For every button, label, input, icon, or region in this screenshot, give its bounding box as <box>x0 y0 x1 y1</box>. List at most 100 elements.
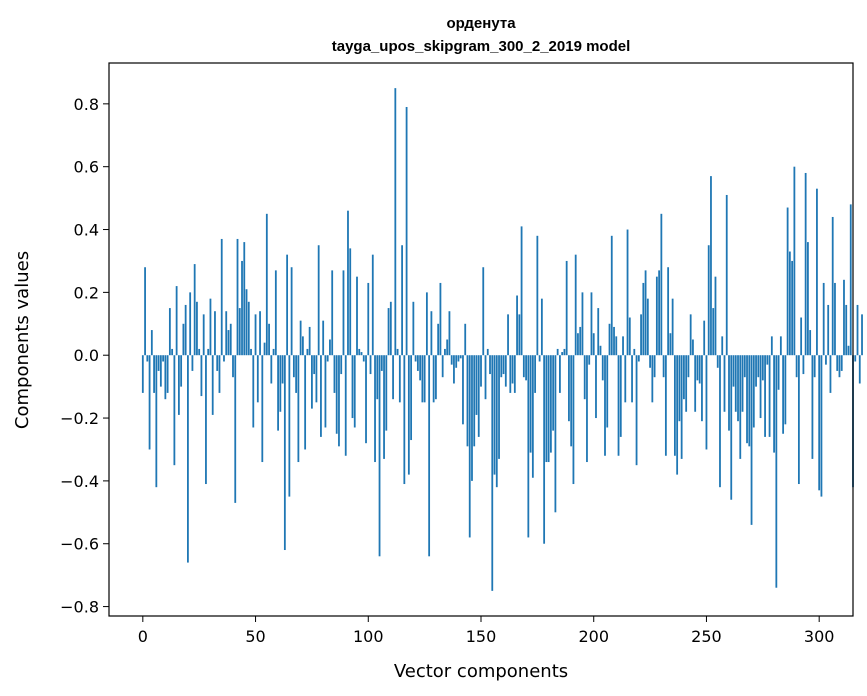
bar-281 <box>775 355 778 588</box>
bar-182 <box>552 355 555 431</box>
bar-89 <box>342 270 345 356</box>
bar-84 <box>331 270 334 356</box>
bar-222 <box>642 282 645 356</box>
bar-65 <box>288 355 291 497</box>
bar-299 <box>816 188 818 356</box>
bar-19 <box>184 304 187 356</box>
bar-33 <box>216 355 219 371</box>
bar-120 <box>412 301 415 356</box>
bar-12 <box>168 308 171 356</box>
bar-138 <box>453 355 455 384</box>
y-tick-label: 0.6 <box>74 158 99 177</box>
bar-96 <box>358 348 361 356</box>
bar-2 <box>146 355 149 362</box>
bar-146 <box>471 355 473 481</box>
bar-20 <box>187 355 189 563</box>
bar-186 <box>561 352 564 356</box>
bar-220 <box>637 355 640 362</box>
bar-279 <box>770 336 773 356</box>
bar-259 <box>725 194 728 356</box>
bar-208 <box>610 235 613 356</box>
bar-284 <box>782 355 785 434</box>
bar-110 <box>389 301 392 356</box>
bar-69 <box>297 355 300 463</box>
bar-171 <box>527 355 530 538</box>
bar-124 <box>421 355 424 403</box>
bar-30 <box>209 298 212 356</box>
bar-207 <box>608 323 611 356</box>
bar-60 <box>277 355 279 431</box>
chart-subtitle: tayga_upos_skipgram_300_2_2019 model <box>332 38 631 55</box>
bar-67 <box>292 355 295 378</box>
bar-71 <box>301 336 304 356</box>
bar-310 <box>840 355 843 371</box>
bar-304 <box>827 304 830 356</box>
bar-16 <box>177 355 180 415</box>
bar-261 <box>730 355 733 500</box>
bar-173 <box>531 355 534 478</box>
bar-8 <box>159 355 162 387</box>
bar-70 <box>299 320 302 356</box>
bar-135 <box>446 339 449 356</box>
bar-319 <box>861 314 863 356</box>
bar-129 <box>432 355 435 403</box>
bar-210 <box>615 336 618 356</box>
bar-127 <box>428 355 431 557</box>
bar-180 <box>547 355 550 463</box>
bar-79 <box>320 355 322 437</box>
bar-83 <box>329 339 331 356</box>
bar-131 <box>437 323 440 356</box>
bar-185 <box>559 355 561 393</box>
bar-212 <box>619 355 622 437</box>
bar-154 <box>489 355 491 375</box>
bar-66 <box>290 267 293 356</box>
bar-11 <box>166 355 169 393</box>
bar-263 <box>734 355 737 412</box>
bar-234 <box>669 333 672 356</box>
bar-216 <box>628 317 631 356</box>
bar-82 <box>326 355 329 362</box>
bar-52 <box>259 311 261 356</box>
bar-318 <box>858 355 861 384</box>
bar-313 <box>847 345 850 356</box>
bar-5 <box>153 355 155 393</box>
bar-116 <box>403 355 406 485</box>
bar-112 <box>394 88 397 356</box>
bar-230 <box>660 213 663 356</box>
bar-51 <box>256 355 259 403</box>
x-tick-label: 250 <box>691 627 722 646</box>
y-tick-label: −0.2 <box>60 409 99 428</box>
bar-258 <box>723 355 726 412</box>
bar-134 <box>444 348 446 356</box>
bar-314 <box>849 204 852 356</box>
bar-199 <box>590 292 593 356</box>
bar-153 <box>486 348 489 356</box>
bar-239 <box>680 355 683 459</box>
bar-205 <box>604 355 606 456</box>
bar-301 <box>820 355 823 497</box>
bar-7 <box>157 355 160 371</box>
bar-26 <box>200 355 203 397</box>
bar-181 <box>549 355 552 453</box>
bar-201 <box>595 355 597 419</box>
bar-166 <box>516 295 518 356</box>
bar-195 <box>581 292 584 356</box>
bar-264 <box>737 355 739 422</box>
bar-156 <box>493 355 496 475</box>
bar-194 <box>579 326 582 356</box>
bar-294 <box>804 172 807 356</box>
bar-250 <box>705 355 708 450</box>
bar-290 <box>795 355 798 378</box>
bar-98 <box>362 355 365 362</box>
bar-22 <box>191 355 194 371</box>
bar-104 <box>376 355 379 400</box>
bar-107 <box>383 355 385 459</box>
bar-249 <box>703 320 706 356</box>
bar-17 <box>180 355 183 387</box>
bar-271 <box>752 355 755 428</box>
bar-266 <box>741 355 744 412</box>
bar-161 <box>504 355 507 387</box>
bar-273 <box>757 355 760 378</box>
bar-229 <box>658 270 661 356</box>
